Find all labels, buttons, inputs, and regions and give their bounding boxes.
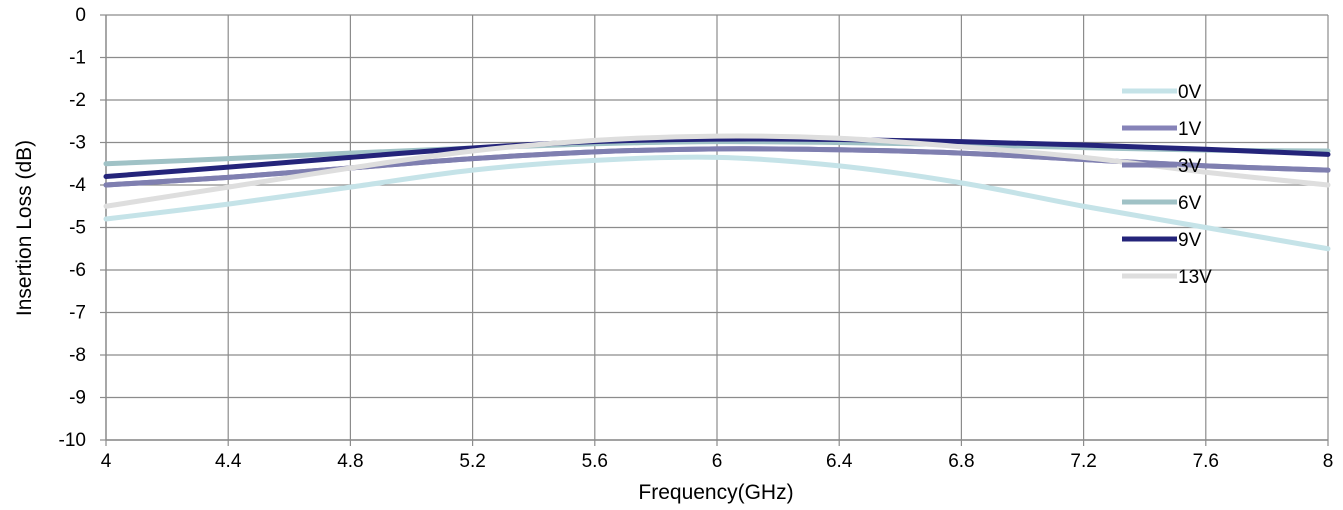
legend-label-1v: 1V [1178, 119, 1202, 140]
y-tick-label: 0 [75, 5, 86, 26]
legend-label-0v: 0V [1178, 82, 1202, 103]
x-tick-label: 5.6 [582, 451, 608, 472]
series-line-9v [103, 136, 1331, 179]
x-tick-label: 5.2 [459, 451, 485, 472]
y-tick-label: -10 [59, 430, 86, 451]
y-tick-label: -9 [69, 388, 86, 409]
x-tick-label: 6 [712, 451, 723, 472]
axes [100, 14, 1329, 446]
series-line-0v [103, 154, 1331, 252]
series-lines [103, 133, 1331, 252]
grid [105, 14, 1329, 441]
x-tick-label: 7.2 [1070, 451, 1096, 472]
x-axis-title: Frequency(GHz) [638, 481, 793, 504]
x-tick-label: 4.4 [215, 451, 242, 472]
y-tick-label: -8 [69, 345, 86, 366]
x-tick-label: 6.8 [948, 451, 974, 472]
legend-label-9v: 9V [1178, 230, 1202, 251]
series-line-13v [103, 133, 1331, 209]
legend-label-13v: 13V [1178, 267, 1212, 288]
y-tick-label: -7 [69, 303, 86, 324]
legend-label-6v: 6V [1178, 193, 1202, 214]
y-axis-title: Insertion Loss (dB) [13, 140, 36, 316]
tick-labels: 4 4.4 4.8 5.2 5.6 6 6.4 6.8 7.2 7.6 8 0 -1 -2 -3 -4 -5 -6… [59, 5, 1334, 472]
y-tick-label: -5 [69, 218, 86, 239]
legend-label-3v: 3V [1178, 156, 1202, 177]
x-tick-label: 6.4 [826, 451, 853, 472]
x-tick-label: 4 [101, 451, 112, 472]
x-tick-label: 4.8 [337, 451, 363, 472]
y-tick-label: -6 [69, 260, 86, 281]
y-tick-label: -1 [69, 48, 86, 69]
y-tick-label: -2 [69, 90, 86, 111]
x-tick-label: 8 [1323, 451, 1334, 472]
legend: 0V 1V 3V 6V 9V 13V [1122, 82, 1212, 288]
y-tick-label: -3 [69, 133, 86, 154]
y-tick-label: -4 [69, 175, 86, 196]
x-tick-label: 7.6 [1193, 451, 1219, 472]
